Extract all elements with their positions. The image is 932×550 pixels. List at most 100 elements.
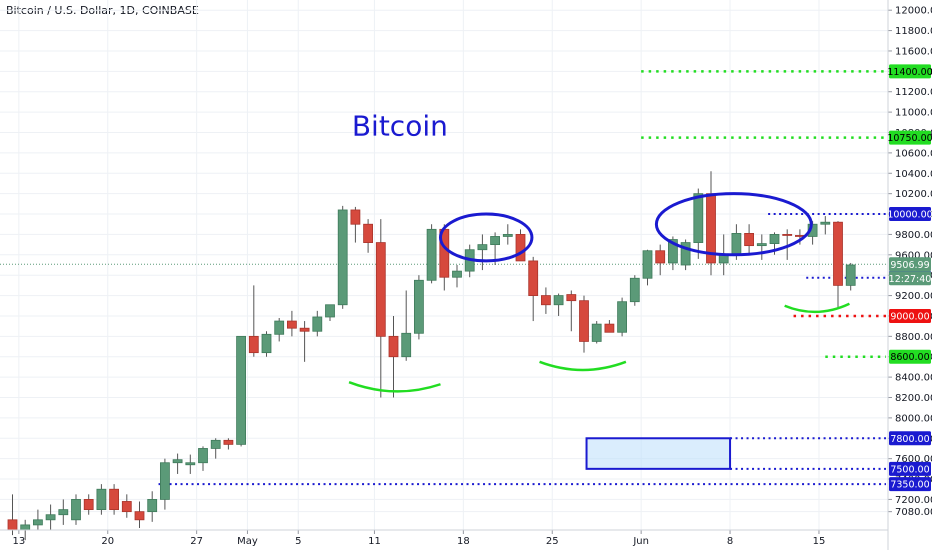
candle-body[interactable] — [33, 519, 43, 526]
x-tick-label: 18 — [457, 536, 470, 547]
candle-body[interactable] — [45, 514, 56, 521]
annotation-arc — [784, 302, 850, 314]
candle-body[interactable] — [490, 236, 501, 246]
y-tick-label: 11200.00 — [895, 87, 932, 98]
candle-body[interactable] — [375, 242, 386, 337]
level-badge-bg — [889, 431, 931, 446]
candle-body[interactable] — [782, 234, 793, 236]
candle-body[interactable] — [299, 327, 310, 332]
candle-body[interactable] — [401, 332, 412, 358]
candle-body[interactable] — [96, 488, 107, 511]
candle-body[interactable] — [223, 439, 234, 445]
candle-body[interactable] — [58, 509, 69, 516]
candle-body[interactable] — [198, 448, 208, 464]
candle-body[interactable] — [185, 462, 196, 466]
candle-body[interactable] — [261, 333, 272, 354]
candle-body[interactable] — [820, 221, 831, 225]
candle-body[interactable] — [502, 234, 513, 237]
candle-body[interactable] — [452, 270, 462, 278]
x-tick-label: May — [237, 536, 258, 547]
time-axis[interactable]: 13 20 27 May 5 11 18 25 Jun 8 15 — [0, 529, 888, 547]
level-badge-label: 7500.00 — [890, 464, 929, 475]
candle-body[interactable] — [83, 499, 94, 511]
candle-body[interactable] — [833, 221, 843, 286]
candle-body[interactable] — [159, 462, 170, 500]
y-tick-label: 8200.00 — [895, 393, 932, 404]
annotation-bitcoin-text: Bitcoin — [352, 110, 448, 143]
candle-body[interactable] — [426, 228, 437, 281]
y-tick-label: 10400.00 — [895, 169, 932, 180]
candle-body[interactable] — [274, 320, 285, 335]
level-badge-bg — [889, 207, 931, 222]
level-badge-label: 9000.00 — [890, 311, 929, 322]
candles[interactable] — [7, 171, 856, 541]
candle-body[interactable] — [769, 234, 780, 244]
level-badge-label: 10750.00 — [887, 133, 932, 144]
current-price-badge-label: 9506.99 — [890, 260, 929, 271]
level-badge-bg — [889, 461, 931, 476]
candle-body[interactable] — [566, 294, 577, 302]
candle-body[interactable] — [121, 501, 132, 513]
candle-body[interactable] — [109, 488, 119, 511]
candle-body[interactable] — [7, 519, 18, 531]
candle-body[interactable] — [147, 499, 158, 513]
candle-body[interactable] — [617, 301, 627, 333]
x-tick-label: 20 — [101, 536, 114, 547]
candle-body[interactable] — [20, 524, 31, 531]
candle-body[interactable] — [668, 239, 678, 264]
x-tick-label: 15 — [813, 536, 826, 547]
y-tick-label: 11000.00 — [895, 108, 932, 119]
countdown-badge-label: 12:27:40 — [889, 274, 932, 285]
level-badge-bg — [889, 64, 931, 79]
y-tick-label: 8800.00 — [895, 332, 932, 343]
candle-body[interactable] — [680, 242, 691, 266]
candle-body[interactable] — [579, 300, 589, 342]
candle-body[interactable] — [210, 439, 221, 449]
candle-body[interactable] — [363, 223, 374, 243]
level-badge-bg — [889, 349, 931, 364]
candle-body[interactable] — [591, 323, 602, 342]
annotation-ellipse — [438, 212, 534, 263]
y-tick-label: 10600.00 — [895, 148, 932, 159]
candle-body[interactable] — [286, 320, 297, 329]
candle-body[interactable] — [515, 234, 526, 262]
level-badge-label: 7800.00 — [890, 434, 929, 445]
candle-body[interactable] — [71, 499, 81, 521]
level-badge-label: 10000.00 — [887, 210, 932, 221]
candle-body[interactable] — [629, 277, 640, 303]
y-tick-label: 12000.00 — [895, 6, 932, 17]
level-badge-label: 8600.00 — [890, 352, 929, 363]
candle-body[interactable] — [337, 209, 348, 306]
candle-body[interactable] — [731, 233, 742, 255]
y-tick-label: 7200.00 — [895, 495, 932, 506]
candle-body[interactable] — [655, 250, 666, 264]
annotations: Bitcoin — [348, 110, 850, 470]
candle-body[interactable] — [172, 459, 183, 464]
candle-body[interactable] — [236, 335, 247, 445]
candle-body[interactable] — [642, 250, 653, 279]
x-tick-label: 13 — [12, 536, 25, 547]
candle-body[interactable] — [528, 260, 539, 296]
candle-body[interactable] — [350, 209, 361, 225]
candle-body[interactable] — [248, 335, 259, 354]
level-badge-bg — [889, 477, 931, 492]
x-tick-label: Jun — [632, 536, 649, 547]
candle-body[interactable] — [388, 335, 399, 358]
candle-body[interactable] — [553, 295, 564, 306]
x-tick-label: 27 — [190, 536, 203, 547]
candle-body[interactable] — [756, 243, 767, 247]
candle-body[interactable] — [541, 295, 551, 306]
candle-body[interactable] — [325, 304, 335, 318]
x-tick-label: 11 — [368, 536, 381, 547]
candle-body[interactable] — [604, 323, 615, 333]
candle-body[interactable] — [413, 279, 424, 334]
candle-body[interactable] — [134, 511, 145, 521]
candle-body[interactable] — [477, 244, 488, 251]
level-badge-bg — [889, 130, 931, 145]
candle-body[interactable] — [845, 264, 856, 286]
price-badges: 11400.0010750.0010000.009375.009000.0086… — [887, 64, 932, 492]
candle-body[interactable] — [744, 233, 754, 247]
candle-body[interactable] — [693, 193, 704, 243]
candle-body[interactable] — [312, 316, 323, 332]
